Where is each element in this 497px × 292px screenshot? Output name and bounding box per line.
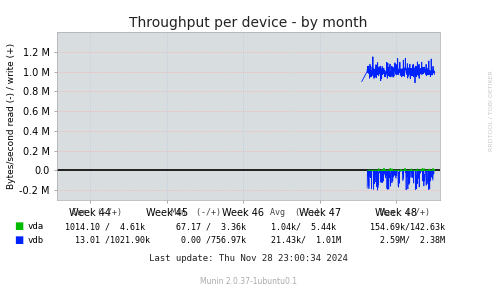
Text: vda: vda [27, 222, 43, 231]
Text: 13.01 /1021.90k: 13.01 /1021.90k [65, 236, 150, 245]
Y-axis label: Bytes/second read (-) / write (+): Bytes/second read (-) / write (+) [7, 43, 16, 189]
Text: vdb: vdb [27, 236, 43, 245]
Text: Avg  (-/+): Avg (-/+) [270, 208, 320, 217]
Text: 21.43k/  1.01M: 21.43k/ 1.01M [271, 236, 341, 245]
Text: Last update: Thu Nov 28 23:00:34 2024: Last update: Thu Nov 28 23:00:34 2024 [149, 254, 348, 263]
Text: 0.00 /756.97k: 0.00 /756.97k [176, 236, 247, 245]
Text: ■: ■ [14, 221, 23, 231]
Text: 1.04k/  5.44k: 1.04k/ 5.44k [271, 222, 336, 231]
Text: 1014.10 /  4.61k: 1014.10 / 4.61k [65, 222, 145, 231]
Text: ■: ■ [14, 235, 23, 245]
Text: 154.69k/142.63k: 154.69k/142.63k [370, 222, 445, 231]
Text: Max  (-/+): Max (-/+) [380, 208, 430, 217]
Text: 67.17 /  3.36k: 67.17 / 3.36k [176, 222, 247, 231]
Title: Throughput per device - by month: Throughput per device - by month [129, 15, 368, 29]
Text: Min  (-/+): Min (-/+) [171, 208, 221, 217]
Text: RRDTOOL / TOBI OETIKER: RRDTOOL / TOBI OETIKER [488, 71, 493, 151]
Text: Cur  (-/+): Cur (-/+) [72, 208, 122, 217]
Text: 2.59M/  2.38M: 2.59M/ 2.38M [370, 236, 445, 245]
Text: Munin 2.0.37-1ubuntu0.1: Munin 2.0.37-1ubuntu0.1 [200, 277, 297, 286]
